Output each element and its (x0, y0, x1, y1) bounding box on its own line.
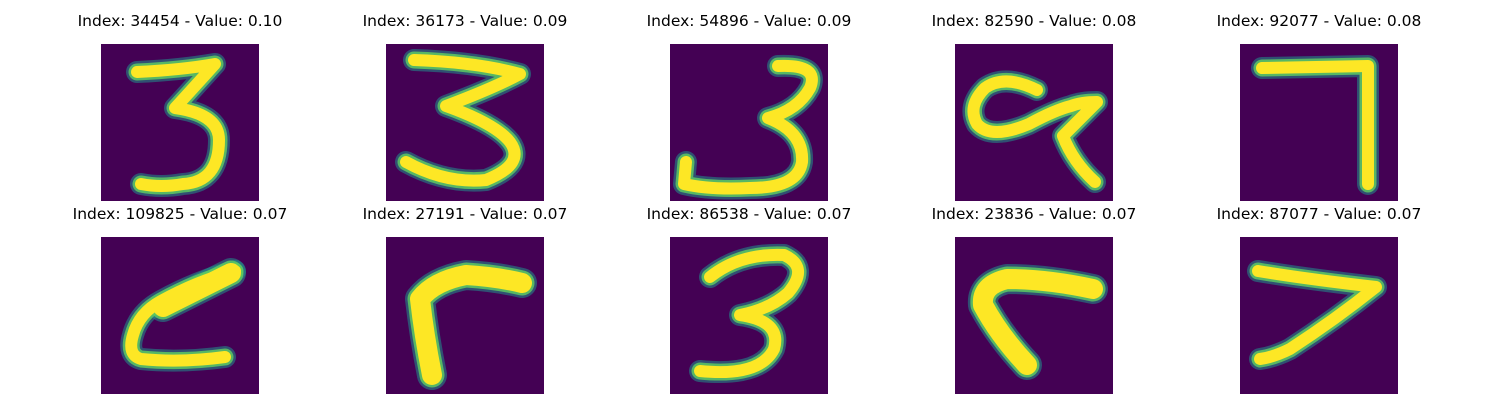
digit-panel: Index: 92077 - Value: 0.08 (1199, 10, 1439, 201)
digit-panel: Index: 82590 - Value: 0.08 (914, 10, 1154, 201)
digit-image (1240, 237, 1398, 394)
digit-image (670, 44, 828, 201)
digit-stroke (131, 58, 225, 192)
digit-image (955, 237, 1113, 394)
panel-title: Index: 54896 - Value: 0.09 (646, 12, 852, 30)
digit-image (1240, 44, 1398, 201)
digit-stroke (1252, 265, 1382, 365)
digit-image (101, 237, 259, 394)
digit-image (101, 44, 259, 201)
panel-title: Index: 92077 - Value: 0.08 (1216, 12, 1422, 30)
digit-stroke (153, 263, 241, 317)
digit-stroke (1256, 60, 1374, 190)
digit-stroke (410, 265, 532, 385)
digit-stroke (972, 269, 1103, 375)
digit-image (386, 44, 544, 201)
panel-title: Index: 86538 - Value: 0.07 (646, 205, 852, 223)
panel-title: Index: 109825 - Value: 0.07 (72, 205, 288, 223)
digit-panel: Index: 54896 - Value: 0.09 (629, 10, 869, 201)
digit-panel: Index: 27191 - Value: 0.07 (345, 203, 585, 394)
panel-title: Index: 27191 - Value: 0.07 (362, 205, 568, 223)
digit-stroke (694, 248, 804, 379)
panel-title: Index: 34454 - Value: 0.10 (77, 12, 283, 30)
digit-image (386, 237, 544, 394)
panel-title: Index: 82590 - Value: 0.08 (931, 12, 1137, 30)
digit-panel: Index: 87077 - Value: 0.07 (1199, 203, 1439, 394)
digit-panel: Index: 23836 - Value: 0.07 (914, 203, 1154, 394)
digit-panel: Index: 36173 - Value: 0.09 (345, 10, 585, 201)
digit-panel: Index: 86538 - Value: 0.07 (629, 203, 869, 394)
digit-image (955, 44, 1113, 201)
digit-stroke (400, 54, 526, 187)
digit-panel: Index: 109825 - Value: 0.07 (60, 203, 300, 394)
digit-stroke (678, 59, 818, 195)
digit-stroke (967, 75, 1103, 188)
panel-title: Index: 36173 - Value: 0.09 (362, 12, 568, 30)
panel-title: Index: 23836 - Value: 0.07 (931, 205, 1137, 223)
panel-title: Index: 87077 - Value: 0.07 (1216, 205, 1422, 223)
digit-image (670, 237, 828, 394)
digit-panel: Index: 34454 - Value: 0.10 (60, 10, 300, 201)
